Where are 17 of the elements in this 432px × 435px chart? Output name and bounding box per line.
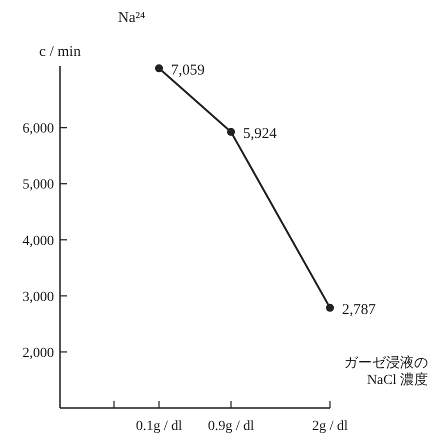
- y-tick-label: 5,000: [22, 178, 54, 193]
- x-tick-label: 0.1g / dl: [136, 419, 182, 434]
- x-tick-label: 2g / dl: [312, 419, 348, 434]
- y-tick-label: 4,000: [22, 234, 54, 249]
- y-tick-label: 6,000: [22, 122, 54, 137]
- data-label: 2,787: [342, 302, 376, 318]
- data-label: 5,924: [243, 126, 278, 142]
- point: [326, 304, 334, 312]
- y-tick-label: 2,000: [22, 346, 54, 361]
- data-label: 7,059: [171, 62, 205, 78]
- point: [227, 128, 235, 136]
- y-tick-label: 3,000: [22, 290, 54, 305]
- x-tick-label: 0.9g / dl: [208, 419, 254, 434]
- y-axis-title: c / min: [39, 44, 82, 60]
- chart-title: Na²⁴: [118, 10, 146, 26]
- point: [155, 64, 163, 72]
- x-axis-title: ガーゼ浸液の NaCl 濃度: [344, 355, 428, 388]
